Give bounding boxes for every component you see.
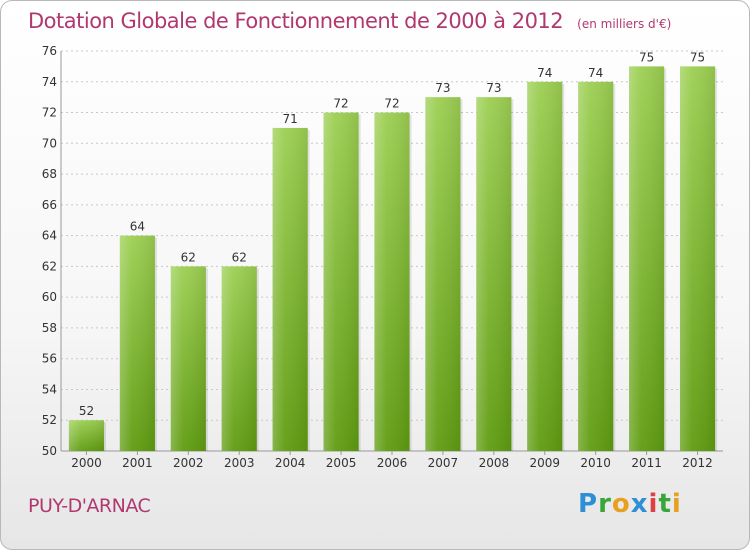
bar-highlight [170, 266, 206, 451]
y-tick-label: 76 [42, 44, 57, 58]
bar-value-label: 73 [486, 81, 501, 95]
bar-highlight [221, 266, 257, 451]
y-tick-label: 58 [42, 321, 57, 335]
bar-highlight [629, 66, 665, 451]
chart-title: Dotation Globale de Fonctionnement de 20… [28, 9, 671, 33]
x-tick-label: 2004 [275, 456, 306, 470]
bar-highlight [119, 235, 155, 451]
y-tick-label: 54 [42, 382, 57, 396]
bar-highlight [679, 66, 716, 451]
chart-unit: (en milliers d'€) [577, 17, 672, 31]
x-tick-label: 2011 [631, 456, 662, 470]
x-tick-label: 2010 [580, 456, 611, 470]
bar-value-label: 62 [232, 250, 247, 264]
x-tick-label: 2006 [377, 456, 408, 470]
bar-highlight [374, 112, 410, 452]
bar-value-label: 64 [130, 220, 145, 234]
chart-title-text: Dotation Globale de Fonctionnement de 20… [28, 9, 564, 33]
bar-value-label: 72 [333, 97, 348, 111]
x-tick-label: 2009 [529, 456, 560, 470]
x-tick-label: 2000 [71, 456, 102, 470]
bar-value-label: 52 [79, 404, 94, 418]
bar-value-label: 62 [181, 250, 196, 264]
bar-value-label: 75 [639, 50, 654, 64]
y-tick-label: 60 [42, 290, 57, 304]
bar-value-label: 71 [283, 112, 298, 126]
bar-value-label: 73 [435, 81, 450, 95]
bar-highlight [323, 112, 359, 452]
x-tick-label: 2001 [122, 456, 153, 470]
x-tick-label: 2012 [682, 456, 713, 470]
bar-highlight [272, 127, 308, 451]
bar-highlight [476, 97, 512, 452]
bar-highlight [527, 81, 563, 452]
x-tick-label: 2003 [224, 456, 255, 470]
y-tick-label: 52 [42, 413, 57, 427]
bar-value-label: 74 [588, 66, 603, 80]
bar-highlight [425, 97, 461, 452]
bar-highlight [578, 81, 614, 452]
x-tick-label: 2008 [479, 456, 510, 470]
bar-value-label: 75 [690, 50, 705, 64]
y-tick-label: 72 [42, 106, 57, 120]
town-name: PUY-D'ARNAC [28, 495, 151, 517]
y-tick-label: 74 [42, 75, 57, 89]
x-tick-label: 2007 [428, 456, 459, 470]
bar-layer [68, 66, 718, 452]
y-tick-label: 68 [42, 167, 57, 181]
x-tick-label: 2002 [173, 456, 204, 470]
proxiti-logo: Proxiti [578, 489, 682, 519]
y-tick-label: 64 [42, 229, 57, 243]
y-tick-label: 56 [42, 352, 57, 366]
y-tick-label: 70 [42, 136, 57, 150]
bar-highlight [68, 420, 105, 451]
label-layer: 50 52 54 56 58 60 62 64 66 68 70 72 74 76 52 2000 64 2001… [42, 44, 713, 470]
x-tick-label: 2005 [326, 456, 357, 470]
bar-value-label: 74 [537, 66, 552, 80]
y-tick-label: 50 [42, 444, 57, 458]
y-tick-label: 62 [42, 259, 57, 273]
y-tick-label: 66 [42, 198, 57, 212]
bar-value-label: 72 [384, 97, 399, 111]
